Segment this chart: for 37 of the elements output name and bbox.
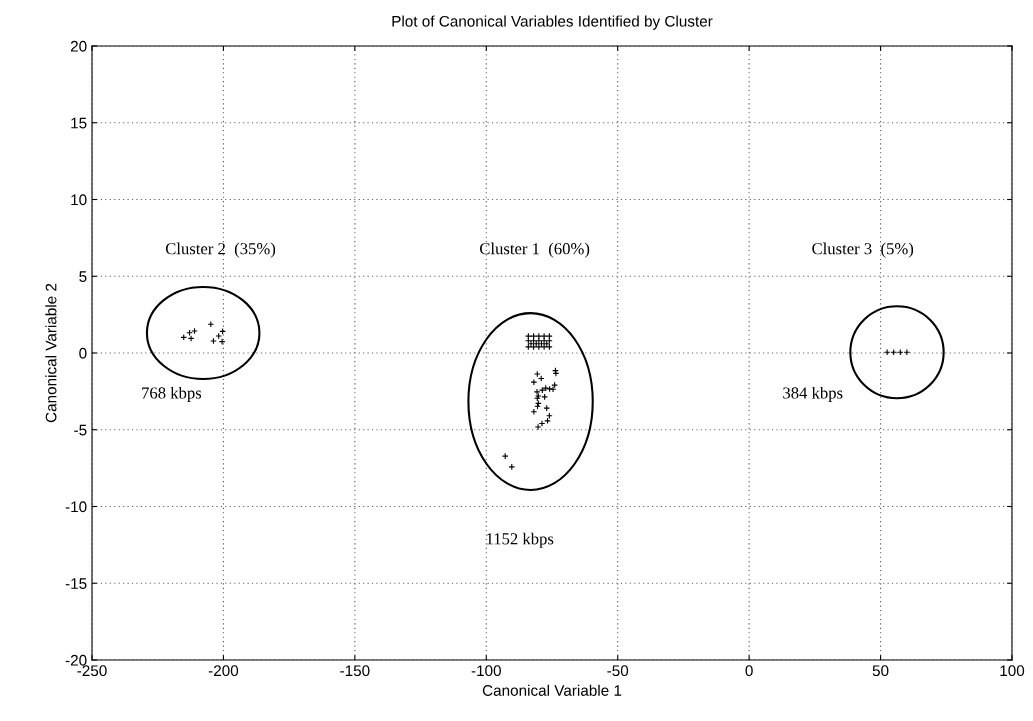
point — [533, 370, 541, 378]
y-tick-label: -15 — [65, 578, 87, 589]
annotation: Cluster 3 (5%) — [812, 242, 914, 258]
y-tick-label: 0 — [79, 347, 87, 359]
x-tick-label: -50 — [607, 665, 629, 677]
annotation: 1152 kbps — [486, 532, 554, 548]
y-tick-label: 10 — [71, 194, 87, 206]
point — [549, 385, 557, 393]
annotation: 384 kbps — [783, 386, 843, 402]
y-tick-label: -20 — [65, 654, 87, 666]
y-tick-label: -5 — [74, 424, 87, 436]
y-tick-label: -10 — [65, 501, 87, 513]
annotation: 768 kbps — [142, 386, 202, 402]
x-tick-label: -250 — [77, 665, 107, 677]
point — [530, 378, 538, 386]
annotation: Cluster 2 (35%) — [165, 242, 276, 258]
x-tick-label: -200 — [208, 665, 239, 677]
point — [210, 337, 217, 345]
x-tick-label: -100 — [471, 665, 501, 677]
point — [903, 348, 911, 356]
annotation: Cluster 1 (60%) — [479, 242, 590, 258]
y-tick-label: 15 — [71, 117, 87, 129]
point — [543, 404, 551, 412]
x-tick-label: 0 — [745, 665, 753, 677]
point — [215, 332, 223, 340]
x-tick-label: 50 — [872, 665, 889, 677]
y-tick-label: 5 — [79, 271, 87, 282]
y-axis-title: Canonical Variable 2 — [45, 283, 57, 423]
x-axis-title: Canonical Variable 1 — [482, 684, 622, 696]
x-tick-label: 100 — [1000, 665, 1025, 677]
point — [501, 452, 509, 460]
chart-title: Plot of Canonical Variables Identified by Cluster — [392, 15, 713, 30]
point — [534, 423, 542, 431]
y-tick-label: 20 — [70, 40, 87, 52]
x-tick-label: -150 — [340, 665, 370, 677]
point — [883, 348, 891, 356]
point — [508, 463, 516, 471]
